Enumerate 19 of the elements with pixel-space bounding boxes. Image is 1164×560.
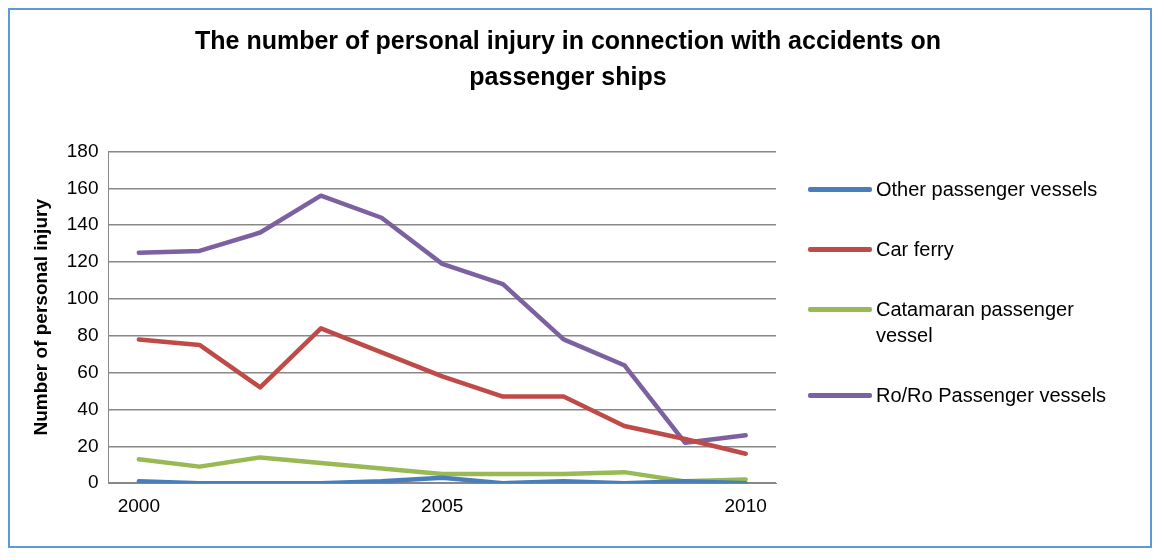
y-tick-label: 60 xyxy=(77,360,99,382)
x-tick-label: 2005 xyxy=(421,494,464,516)
legend-label: Ro/Ro Passenger vessels xyxy=(876,383,1108,408)
legend-label: Other passenger vessels xyxy=(876,177,1099,202)
legend-label: Car ferry xyxy=(876,237,955,262)
x-tick-label: 2010 xyxy=(724,494,767,516)
x-tick-label: 2000 xyxy=(117,494,160,516)
y-tick-label: 0 xyxy=(87,471,99,493)
y-tick-label: 20 xyxy=(77,434,99,456)
y-tick-label: 180 xyxy=(66,139,99,161)
y-tick-label: 40 xyxy=(77,397,99,419)
legend-label: Catamaran passenger vessel xyxy=(876,297,1075,348)
chart-title: The number of personal injury in connection with accidents on passenger ships xyxy=(194,25,942,92)
y-tick-label: 120 xyxy=(66,250,99,272)
y-tick-label: 160 xyxy=(66,176,99,198)
y-tick-label: 100 xyxy=(66,287,99,309)
y-axis-title: Number of personal injury xyxy=(29,198,51,436)
y-tick-label: 80 xyxy=(77,323,99,345)
y-tick-label: 140 xyxy=(66,213,99,235)
